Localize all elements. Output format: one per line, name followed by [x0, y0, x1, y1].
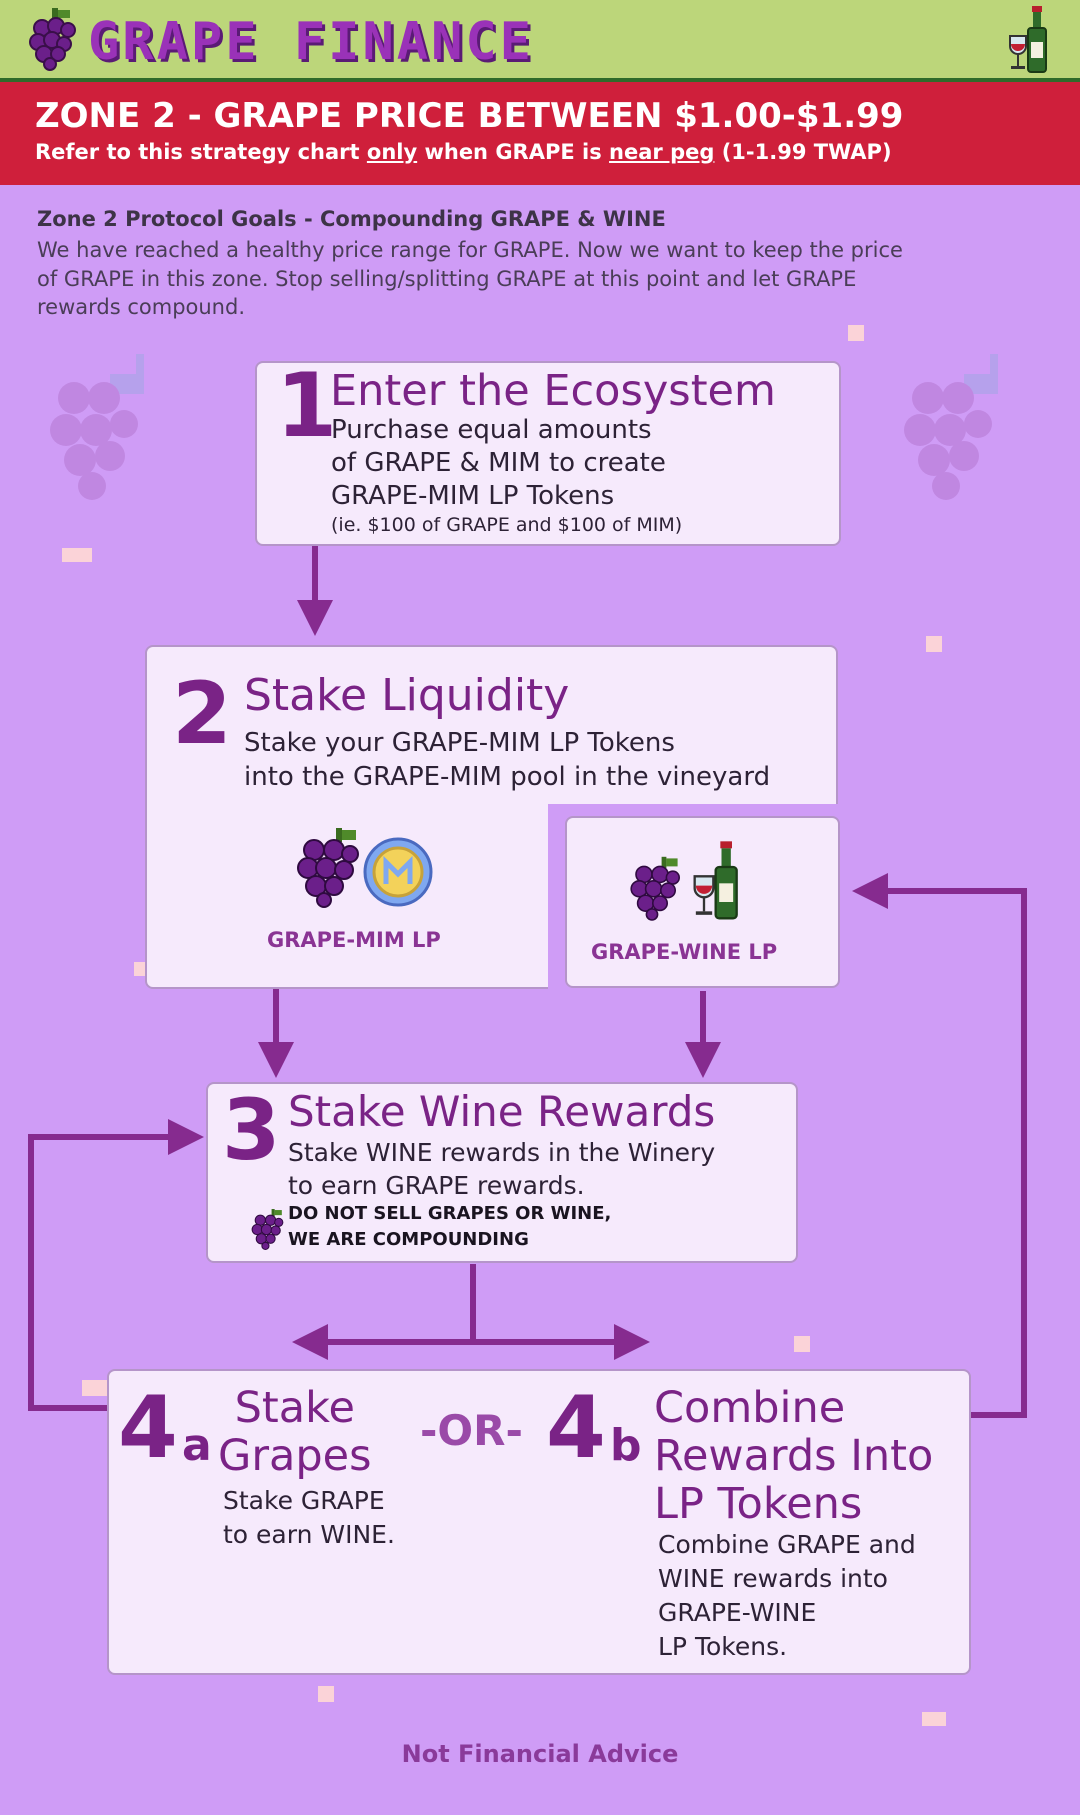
step2-title: Stake Liquidity [244, 670, 570, 721]
grape-icon [297, 828, 359, 908]
grape-icon [251, 1209, 284, 1250]
sparkle-decoration [62, 548, 92, 562]
step1-title: Enter the Ecosystem [330, 366, 776, 416]
step4b-title-line: Combine [654, 1383, 846, 1433]
step4-box [107, 1369, 971, 1675]
step3-title: Stake Wine Rewards [288, 1087, 716, 1136]
zone-sub-text: Refer to this strategy chart [35, 140, 367, 164]
zone-banner [0, 82, 1080, 185]
step1-box [255, 361, 841, 546]
step3-warning-line: WE ARE COMPOUNDING [288, 1229, 529, 1250]
step1-description: Purchase equal amounts of GRAPE & MIM to… [331, 414, 666, 513]
sparkle-decoration [318, 1686, 334, 1702]
sparkle-decoration [794, 1336, 810, 1352]
zone-sub-text: (1-1.99 TWAP) [714, 140, 892, 164]
step3-number: 3 [222, 1081, 281, 1179]
top-header-bar [0, 0, 1080, 82]
zone-sub-emphasis-peg: near peg [609, 140, 715, 164]
step2-line: Stake your GRAPE-MIM LP Tokens [244, 728, 675, 758]
sparkle-decoration [848, 325, 864, 341]
step4a-line: Stake GRAPE [223, 1486, 385, 1515]
step3-line: to earn GRAPE rewards. [288, 1171, 585, 1200]
grape-mim-lp-label: GRAPE-MIM LP [267, 928, 441, 952]
mim-coin-icon [363, 837, 433, 907]
grape-wine-lp-label: GRAPE-WINE LP [591, 940, 778, 964]
sparkle-decoration [82, 1380, 108, 1396]
goals-line: We have reached a healthy price range fo… [37, 238, 903, 262]
zone-subtitle: Refer to this strategy chart only when G… [35, 138, 892, 166]
wine-bottle-icon [1009, 6, 1047, 73]
zone-sub-text: when GRAPE is [417, 140, 610, 164]
step4b-number: 4 [546, 1378, 606, 1478]
sparkle-decoration [926, 636, 942, 652]
step4a-title-line: Stake [234, 1383, 355, 1433]
step4b-line: LP Tokens. [658, 1632, 788, 1661]
step3-line: Stake WINE rewards in the Winery [288, 1138, 716, 1167]
step1-line: of GRAPE & MIM to create [331, 448, 666, 478]
brand-title: GRAPE FINANCE [88, 12, 534, 72]
wine-bottle-icon [693, 841, 738, 920]
step3-warning-line: DO NOT SELL GRAPES OR WINE, [288, 1203, 612, 1224]
goals-title: Zone 2 Protocol Goals - Compounding GRAP… [37, 207, 666, 231]
step4b-title-line: LP Tokens [654, 1479, 863, 1529]
step4b-description: Combine GRAPE and WINE rewards into GRAP… [658, 1528, 916, 1664]
grape-icon [29, 8, 76, 71]
step4a-number: 4 [118, 1378, 178, 1478]
step4b-title-line: Rewards Into [654, 1431, 934, 1481]
step3-box [206, 1082, 798, 1263]
disclaimer: Not Financial Advice [401, 1740, 679, 1768]
step1-line: Purchase equal amounts [331, 415, 652, 445]
step4a-suffix: a [182, 1420, 212, 1471]
sparkle-decoration [134, 962, 146, 976]
step3-warning: DO NOT SELL GRAPES OR WINE, WE ARE COMPO… [288, 1201, 611, 1253]
step4b-line: Combine GRAPE and [658, 1530, 916, 1559]
grape-icon [630, 856, 680, 921]
goals-line: rewards compound. [37, 295, 246, 319]
step1-line: GRAPE-MIM LP Tokens [331, 481, 615, 511]
step4b-suffix: b [610, 1420, 642, 1471]
or-separator: -OR- [420, 1406, 523, 1455]
step4a-line: to earn WINE. [223, 1520, 395, 1549]
goals-line: of GRAPE in this zone. Stop selling/spli… [37, 266, 857, 291]
arrow-4a-loop-to-step3 [28, 1119, 204, 1411]
goals-description: We have reached a healthy price range fo… [37, 236, 1037, 322]
grape-icon [904, 354, 998, 500]
step4b-line: GRAPE-WINE [658, 1598, 817, 1627]
step4a-title: Stake Grapes [218, 1384, 372, 1480]
step1-note: (ie. $100 of GRAPE and $100 of MIM) [331, 514, 683, 536]
sparkle-decoration [922, 1712, 946, 1726]
step2-line: into the GRAPE-MIM pool in the vineyard [244, 762, 771, 792]
step3-description: Stake WINE rewards in the Winery to earn… [288, 1136, 715, 1202]
zone-sub-emphasis-only: only [366, 140, 418, 164]
step2-number: 2 [172, 664, 232, 764]
arrow-4b-loop-to-winelp [852, 873, 1027, 1418]
grape-wine-lp-box [565, 816, 840, 988]
step4a-description: Stake GRAPE to earn WINE. [223, 1484, 395, 1552]
step4b-title: Combine Rewards Into LP Tokens [654, 1384, 933, 1528]
step4a-title-line: Grapes [218, 1431, 372, 1481]
step1-number: 1 [276, 354, 338, 457]
grape-icon [50, 354, 144, 500]
step2-description: Stake your GRAPE-MIM LP Tokens into the … [244, 726, 770, 794]
step4b-line: WINE rewards into [658, 1564, 888, 1593]
zone-title: ZONE 2 - GRAPE PRICE BETWEEN $1.00-$1.99 [35, 96, 904, 136]
